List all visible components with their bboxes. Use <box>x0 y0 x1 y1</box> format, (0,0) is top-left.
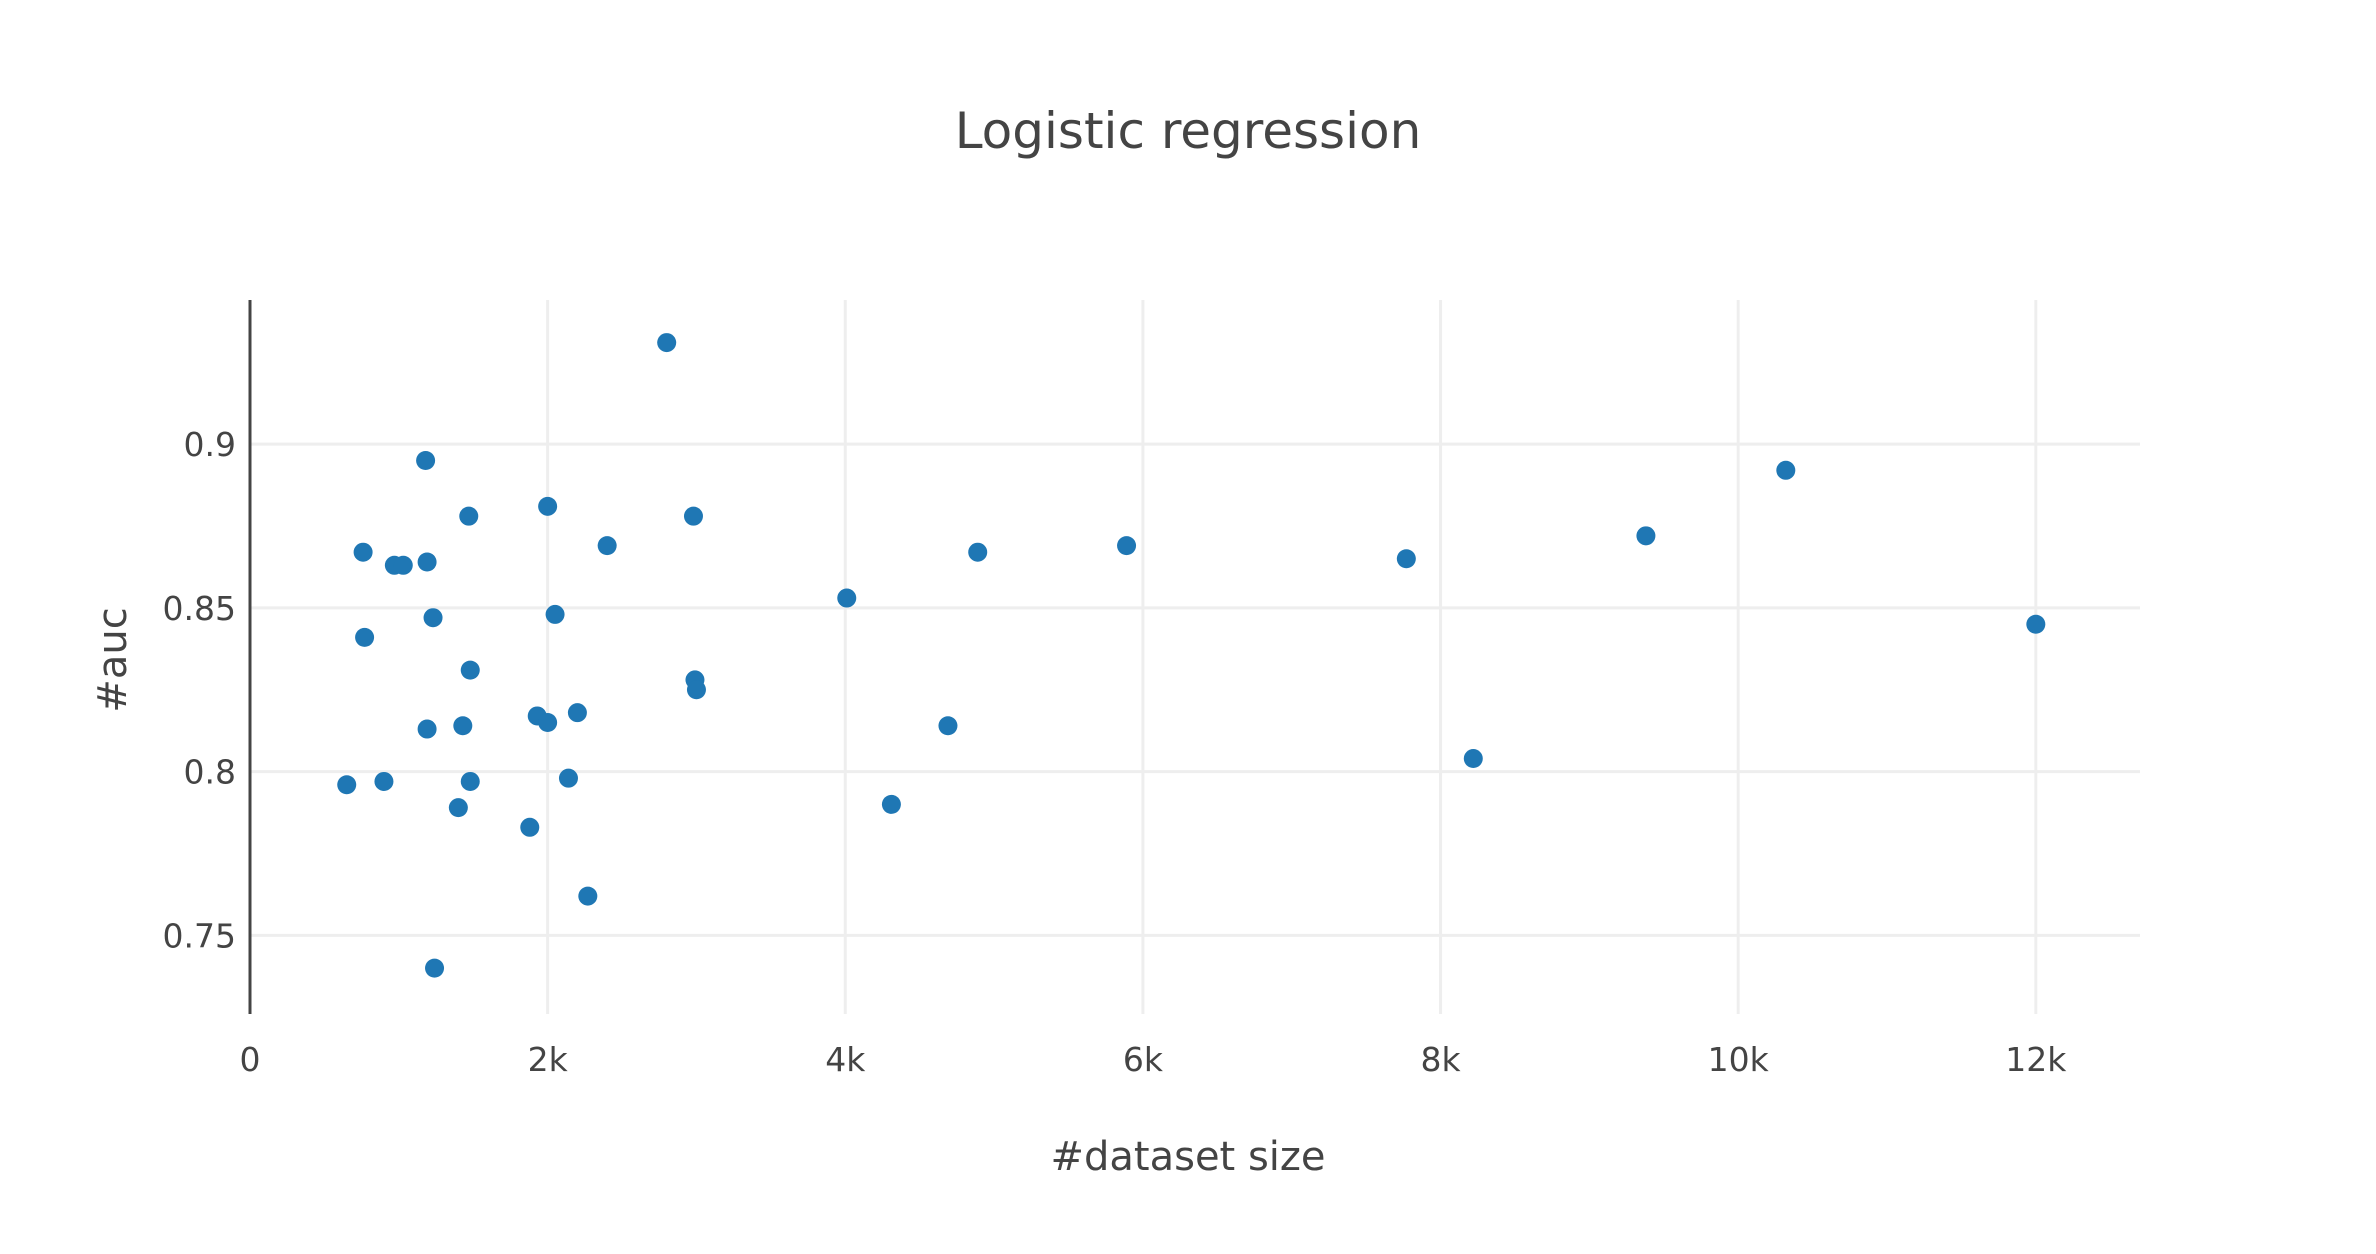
data-point <box>1776 460 1796 480</box>
x-tick-label: 12k <box>2005 1040 2067 1079</box>
data-point <box>416 450 436 470</box>
data-point <box>448 798 468 818</box>
data-point <box>683 506 703 526</box>
data-point <box>578 886 598 906</box>
x-tick-label: 10k <box>1708 1040 1770 1079</box>
data-point <box>423 608 443 628</box>
x-tick-label: 8k <box>1420 1040 1461 1079</box>
data-point <box>597 536 617 556</box>
data-point <box>538 713 558 733</box>
data-point <box>1636 526 1656 546</box>
data-point <box>881 794 901 814</box>
data-point <box>520 817 540 837</box>
y-axis-label: #auc <box>90 607 136 712</box>
data-point <box>460 660 480 680</box>
data-point <box>1117 536 1137 556</box>
data-point <box>453 716 473 736</box>
data-point <box>538 496 558 516</box>
data-point <box>417 719 437 739</box>
data-point <box>938 716 958 736</box>
data-points <box>337 333 2046 978</box>
data-point <box>374 771 394 791</box>
data-point <box>393 555 413 575</box>
x-tick-label: 0 <box>240 1040 261 1079</box>
x-tick-label: 4k <box>825 1040 866 1079</box>
data-point <box>355 627 375 647</box>
data-point <box>2026 614 2046 634</box>
data-point <box>968 542 988 562</box>
y-tick-label: 0.85 <box>163 589 236 628</box>
x-tick-label: 6k <box>1123 1040 1164 1079</box>
data-point <box>417 552 437 572</box>
data-point <box>425 958 445 978</box>
chart-title: Logistic regression <box>955 102 1422 160</box>
data-point <box>837 588 857 608</box>
tick-labels: 0 2k 4k 6k 8k 10k 12k 0.75 0.8 0.85 0.9 <box>163 425 2068 1079</box>
data-point <box>558 768 578 788</box>
data-point <box>1463 749 1483 769</box>
data-point <box>1396 549 1416 569</box>
data-point <box>567 703 587 723</box>
data-point <box>337 775 357 795</box>
data-point <box>459 506 479 526</box>
x-axis-label: #dataset size <box>1050 1134 1325 1180</box>
grid-lines <box>250 300 2140 1014</box>
data-point <box>686 680 706 700</box>
y-tick-label: 0.8 <box>184 753 236 792</box>
data-point <box>657 333 677 353</box>
data-point <box>545 604 565 624</box>
data-point <box>353 542 373 562</box>
data-point <box>460 771 480 791</box>
x-tick-label: 2k <box>528 1040 569 1079</box>
y-tick-label: 0.75 <box>163 916 236 955</box>
y-tick-label: 0.9 <box>184 425 236 464</box>
